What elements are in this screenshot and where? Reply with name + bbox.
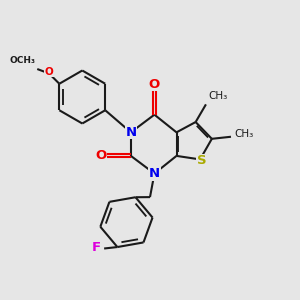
Text: O: O: [45, 67, 53, 77]
Text: O: O: [149, 78, 160, 91]
Text: CH₃: CH₃: [234, 129, 253, 140]
Text: N: N: [149, 167, 160, 180]
Text: F: F: [91, 241, 101, 254]
Text: S: S: [197, 154, 206, 167]
Text: CH₃: CH₃: [208, 91, 228, 101]
Text: OCH₃: OCH₃: [10, 56, 36, 65]
Text: O: O: [95, 149, 106, 162]
Text: N: N: [125, 126, 136, 139]
